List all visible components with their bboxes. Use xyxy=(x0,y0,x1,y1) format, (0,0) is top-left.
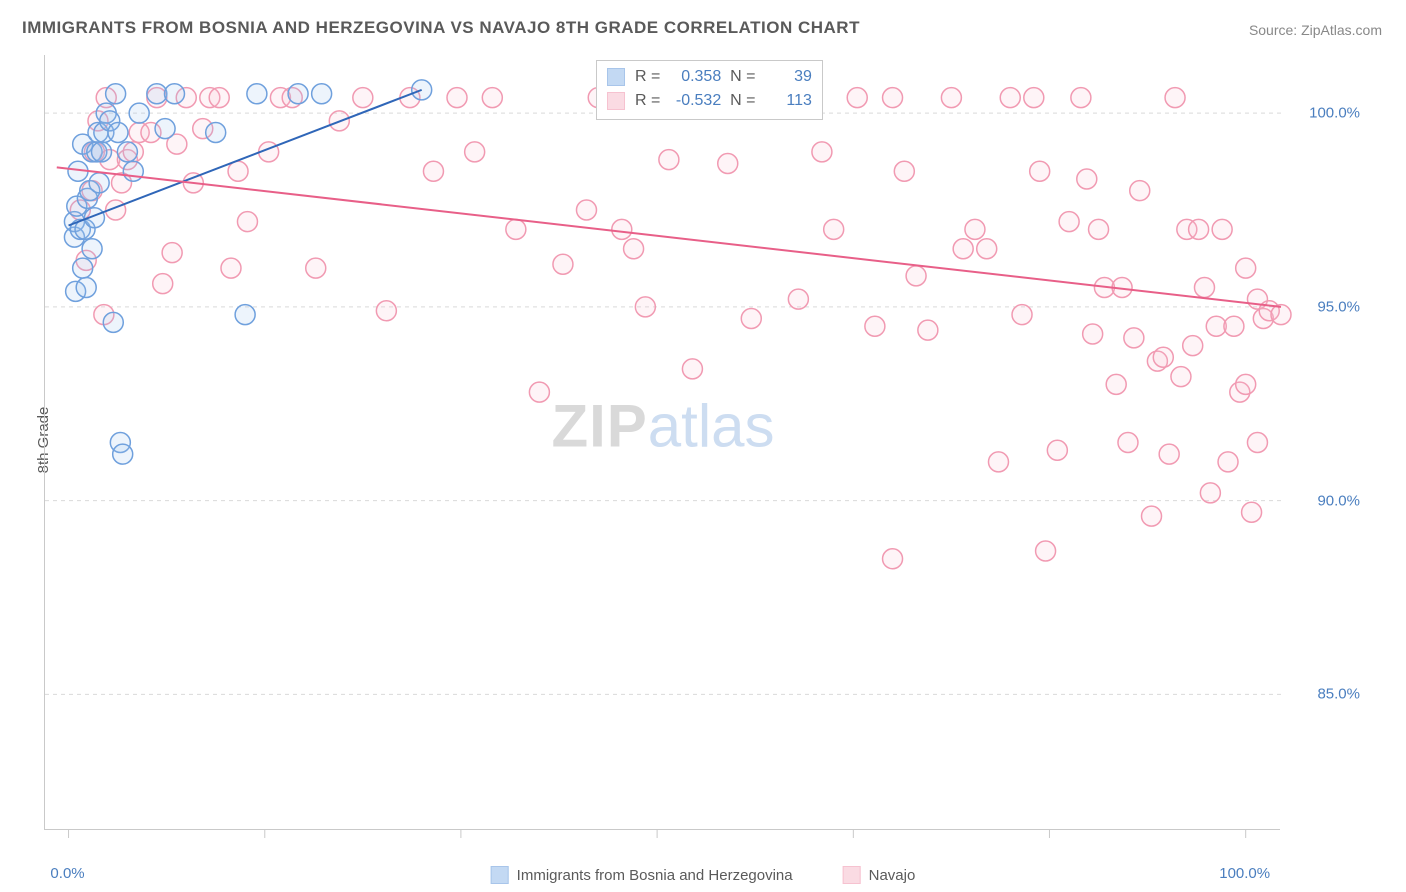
stats-text: R = -0.532 N = 113 xyxy=(635,89,812,113)
x-tick-label: 0.0% xyxy=(50,865,84,882)
stats-swatch xyxy=(607,68,625,86)
stats-text: R = 0.358 N = 39 xyxy=(635,65,812,89)
bottom-legend: Immigrants from Bosnia and Herzegovina N… xyxy=(491,866,916,884)
legend-label-series1: Immigrants from Bosnia and Herzegovina xyxy=(517,867,793,884)
legend-item-series1: Immigrants from Bosnia and Herzegovina xyxy=(491,866,793,884)
stats-row: R = 0.358 N = 39 xyxy=(607,65,812,89)
chart-title: IMMIGRANTS FROM BOSNIA AND HERZEGOVINA V… xyxy=(22,18,860,38)
source-label: Source: xyxy=(1249,22,1301,38)
stats-swatch xyxy=(607,92,625,110)
legend-item-series2: Navajo xyxy=(843,866,916,884)
x-tick-label: 100.0% xyxy=(1219,865,1270,882)
legend-swatch-series2 xyxy=(843,866,861,884)
scatter-plot: ZIPatlas xyxy=(45,55,1281,830)
source-link[interactable]: ZipAtlas.com xyxy=(1301,22,1382,38)
y-tick-label: 85.0% xyxy=(1317,686,1360,703)
y-tick-label: 95.0% xyxy=(1317,298,1360,315)
stats-row: R = -0.532 N = 113 xyxy=(607,89,812,113)
y-tick-label: 90.0% xyxy=(1317,492,1360,509)
stats-box: R = 0.358 N = 39R = -0.532 N = 113 xyxy=(596,60,823,120)
legend-label-series2: Navajo xyxy=(869,867,916,884)
plot-area: ZIPatlas xyxy=(44,55,1280,830)
svg-text:ZIPatlas: ZIPatlas xyxy=(551,392,774,459)
legend-swatch-series1 xyxy=(491,866,509,884)
source-attribution: Source: ZipAtlas.com xyxy=(1249,22,1382,38)
y-tick-label: 100.0% xyxy=(1309,105,1360,122)
